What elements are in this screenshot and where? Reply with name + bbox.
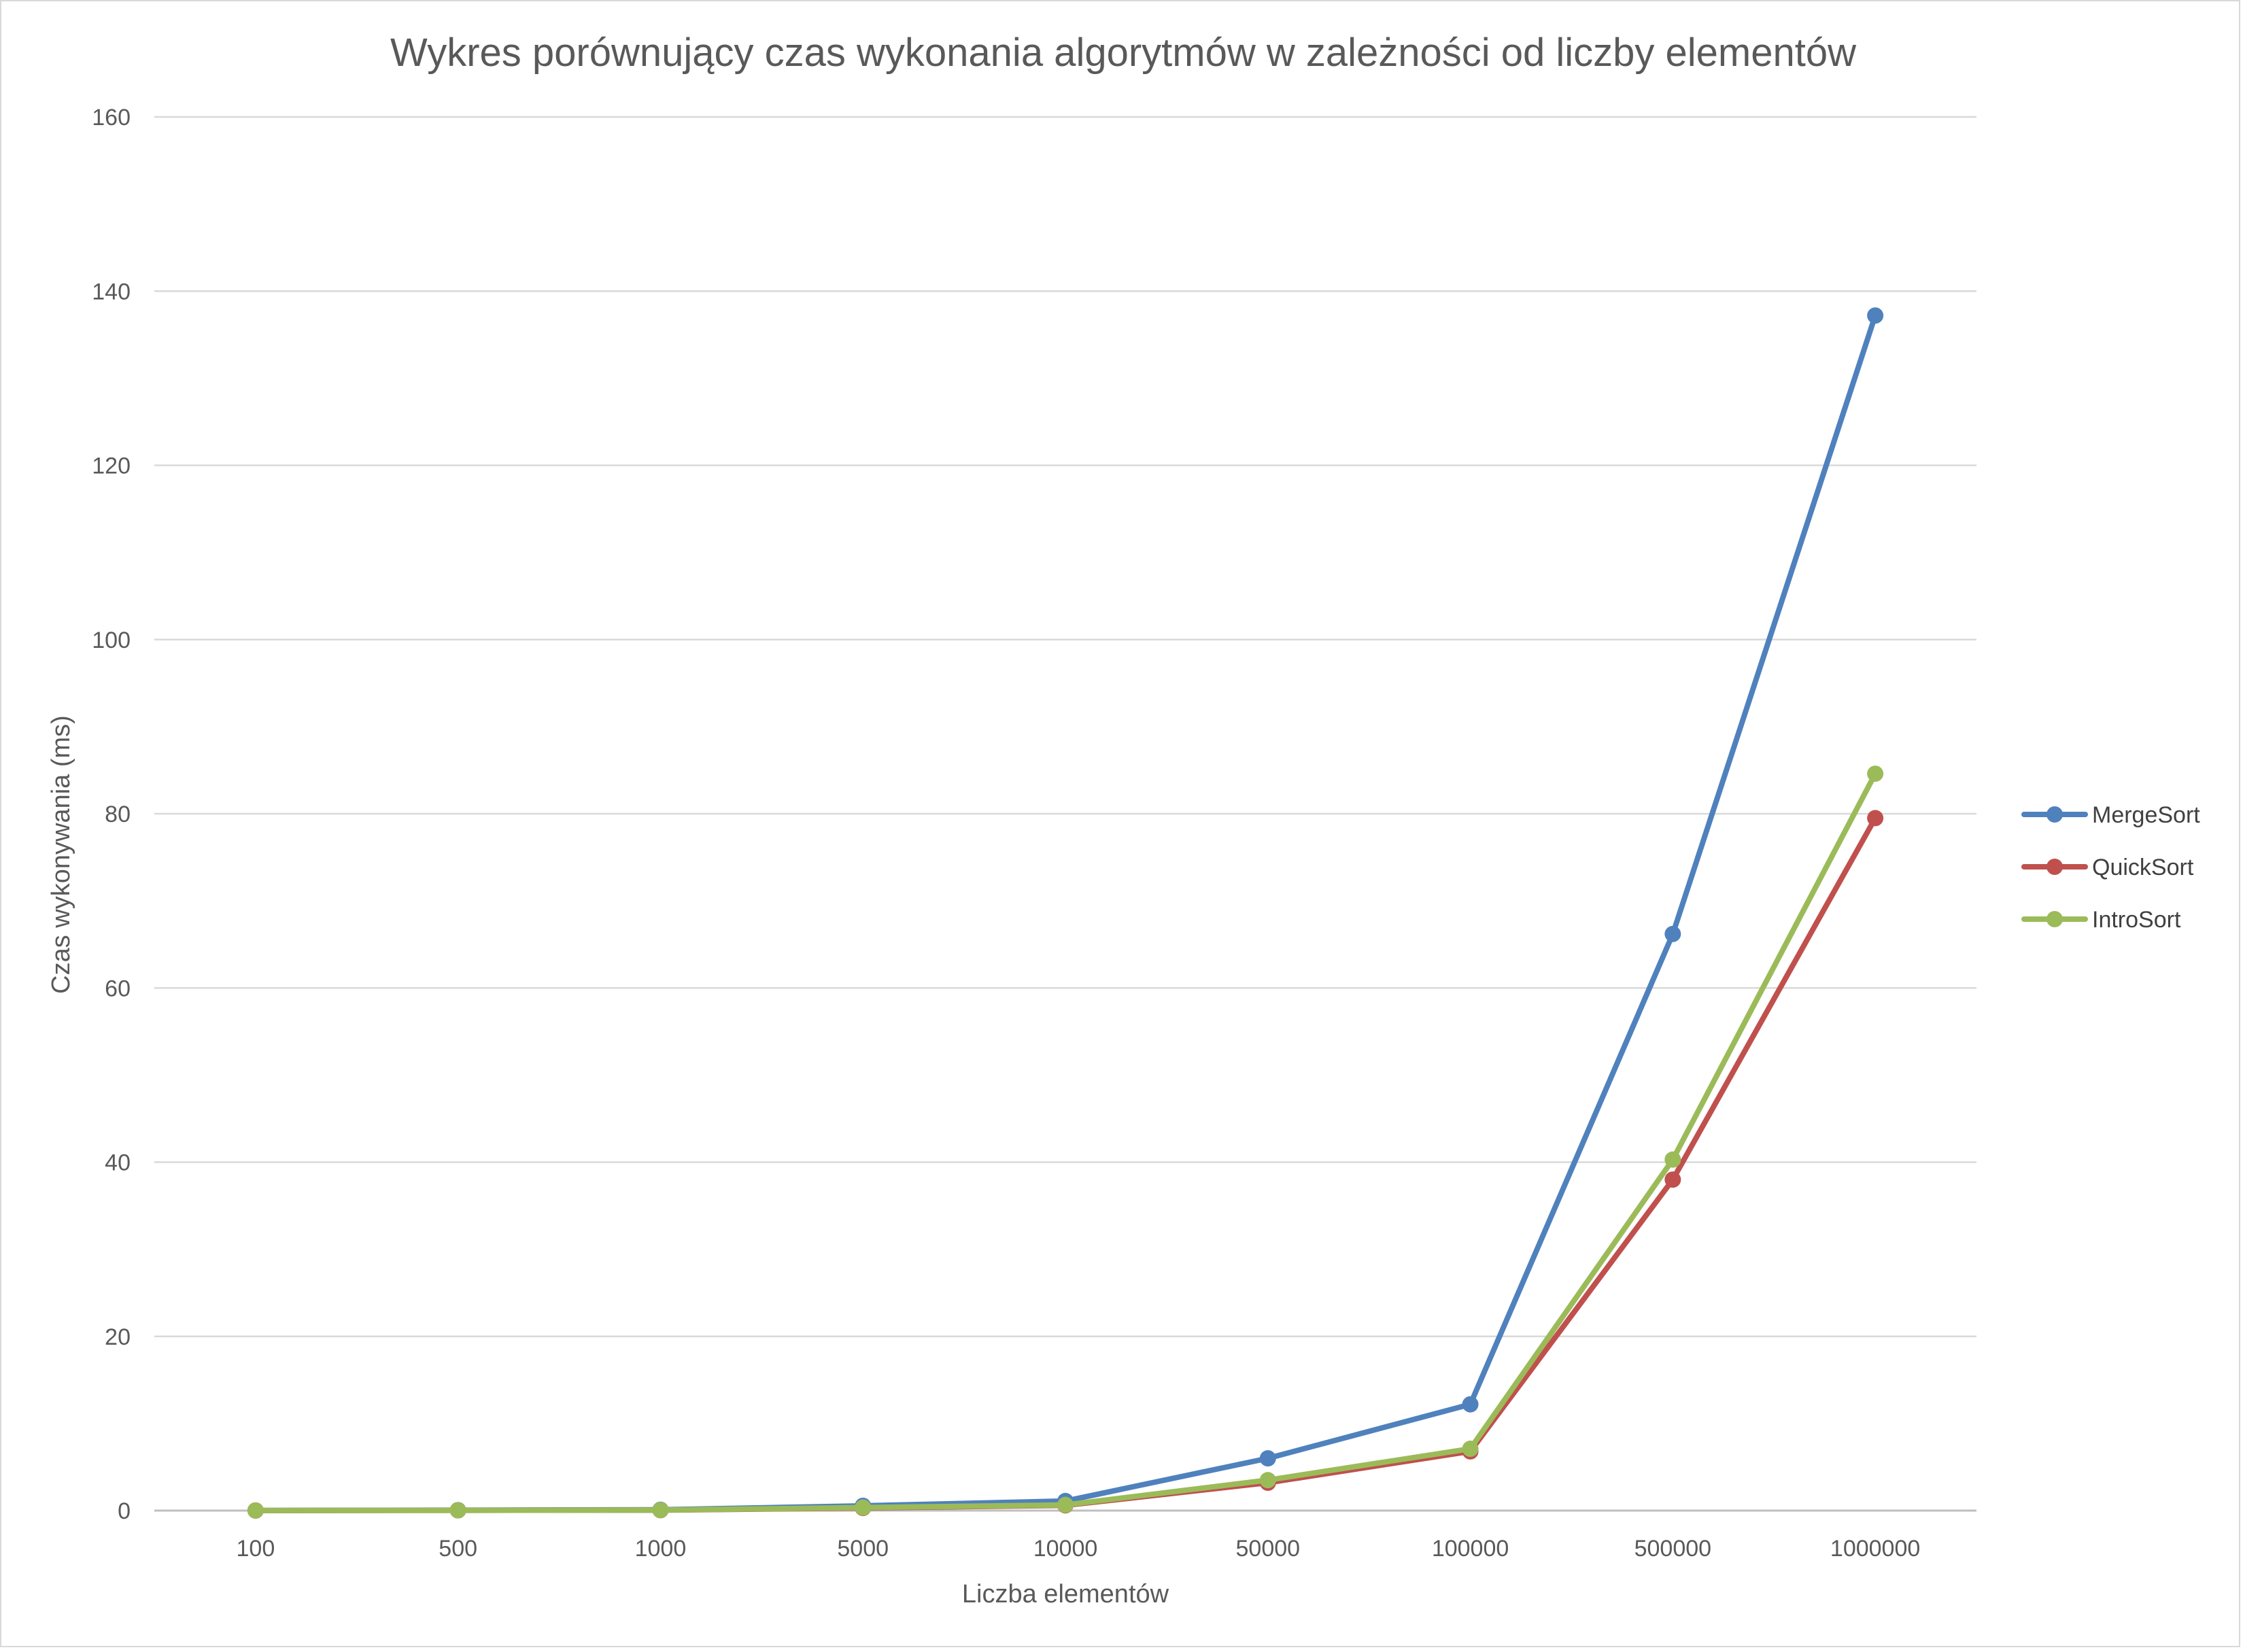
data-point-introsort bbox=[1259, 1472, 1276, 1489]
y-tick-label: 60 bbox=[105, 976, 131, 1001]
legend-item-introsort: IntroSort bbox=[2021, 907, 2181, 933]
data-point-introsort bbox=[449, 1502, 466, 1519]
data-point-mergesort bbox=[1664, 925, 1681, 942]
legend-label: IntroSort bbox=[2092, 907, 2181, 933]
data-point-quicksort bbox=[1664, 1171, 1681, 1188]
data-point-mergesort bbox=[1462, 1396, 1479, 1413]
series-introsort bbox=[247, 765, 1884, 1519]
series-line-introsort bbox=[252, 771, 1879, 1513]
legend-swatch-marker bbox=[2047, 911, 2063, 927]
x-tick-label: 500 bbox=[439, 1536, 477, 1562]
series-quicksort bbox=[247, 810, 1884, 1519]
y-tick-label: 140 bbox=[92, 279, 131, 305]
series-line-mergesort bbox=[252, 313, 1879, 1513]
series-layer bbox=[247, 307, 1884, 1519]
x-tick-label: 500000 bbox=[1634, 1536, 1711, 1562]
series-line-quicksort bbox=[252, 815, 1879, 1513]
legend: MergeSort QuickSort IntroSort bbox=[2021, 802, 2200, 933]
data-point-quicksort bbox=[1867, 810, 1884, 827]
data-point-introsort bbox=[652, 1502, 669, 1519]
legend-item-mergesort: MergeSort bbox=[2021, 802, 2200, 828]
legend-swatch-marker bbox=[2047, 806, 2063, 823]
y-axis-tick-labels: 0 20 40 60 80 100 120 140 160 bbox=[92, 105, 131, 1524]
legend-label: MergeSort bbox=[2092, 802, 2200, 828]
y-tick-label: 40 bbox=[105, 1150, 131, 1176]
x-tick-label: 100 bbox=[237, 1536, 275, 1562]
data-point-mergesort bbox=[1867, 307, 1884, 324]
x-tick-label: 100000 bbox=[1432, 1536, 1509, 1562]
data-point-mergesort bbox=[1259, 1450, 1276, 1467]
data-point-introsort bbox=[1664, 1151, 1681, 1168]
data-point-introsort bbox=[1867, 765, 1884, 782]
legend-label: QuickSort bbox=[2092, 855, 2194, 880]
data-point-introsort bbox=[1462, 1441, 1479, 1458]
legend-item-quicksort: QuickSort bbox=[2021, 855, 2194, 880]
x-tick-label: 50000 bbox=[1236, 1536, 1301, 1562]
x-axis-tick-labels: 100 500 1000 5000 10000 50000 100000 500000 1000… bbox=[237, 1536, 1921, 1562]
y-tick-label: 120 bbox=[92, 453, 131, 479]
x-axis-title: Liczba elementów bbox=[962, 1580, 1169, 1608]
y-tick-label: 80 bbox=[105, 802, 131, 827]
x-tick-label: 1000000 bbox=[1830, 1536, 1920, 1562]
x-tick-label: 5000 bbox=[837, 1536, 889, 1562]
y-axis-title: Czas wykonywania (ms) bbox=[47, 715, 75, 994]
y-tick-label: 160 bbox=[92, 105, 131, 131]
y-tick-label: 100 bbox=[92, 627, 131, 653]
y-tick-label: 20 bbox=[105, 1324, 131, 1350]
data-point-introsort bbox=[247, 1502, 264, 1519]
data-point-introsort bbox=[855, 1499, 872, 1516]
legend-swatch-marker bbox=[2047, 859, 2063, 875]
y-tick-label: 0 bbox=[118, 1498, 131, 1524]
x-tick-label: 10000 bbox=[1033, 1536, 1098, 1562]
chart-title: Wykres porównujący czas wykonania algory… bbox=[390, 31, 1857, 75]
gridlines bbox=[154, 116, 1976, 1512]
x-tick-label: 1000 bbox=[635, 1536, 687, 1562]
data-point-introsort bbox=[1057, 1496, 1074, 1513]
